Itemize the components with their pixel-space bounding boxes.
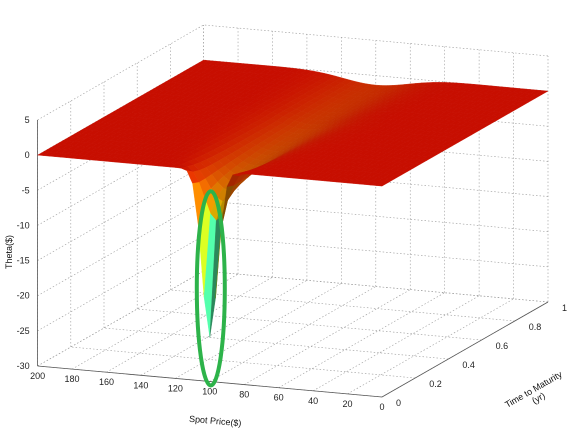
grid-line [37,235,204,332]
x-tick-label: 0 [379,402,384,412]
grid-line [103,327,449,360]
z-tick-label: -5 [22,185,30,195]
y-tick-label: 1 [562,303,567,313]
surface-patch [375,181,390,187]
x-tick-label: 120 [168,383,183,393]
y-axis-line [381,301,549,398]
z-tick-label: -20 [17,291,30,301]
x-axis-line [37,365,383,398]
highlight-ellipse [194,189,227,388]
grid-line [312,295,480,392]
x-axis-label: Spot Price($) [189,414,242,429]
grid-line [37,165,204,261]
tick-layer: 0 20 40 60 80 100 120 140 160 180 200 0 0.2 0.4 0.6 0.8… [17,115,567,412]
grid-line [203,270,549,303]
label-layer: Spot Price($) Theta($) Time to Maturity(yr… [4,235,569,429]
x-tick-label: 80 [239,390,249,400]
y-tick-label: 0.2 [429,379,442,389]
y-tick-label: 0.4 [462,360,475,370]
y-tick-label: 0.8 [529,322,542,332]
surface-layer [36,59,549,338]
z-tick-label: -30 [17,361,30,371]
x-tick-label: 200 [30,371,45,381]
grid-line [37,130,204,226]
y-tick-label: 0.6 [496,341,509,351]
grid-line [71,273,239,370]
grid-line [244,289,411,385]
z-tick-label: 5 [25,115,30,125]
grid-line [170,289,515,322]
x-tick-label: 40 [308,396,318,406]
grid-line [37,270,204,367]
grid-line [203,24,549,57]
z-tick-label: 0 [25,150,30,160]
x-tick-label: 20 [343,399,353,409]
grid-line [106,276,273,373]
x-tick-label: 140 [133,380,148,390]
grid-line [347,298,514,395]
z-tick-label: -25 [17,326,30,336]
x-tick-label: 180 [65,374,80,384]
y-tick-label: 0 [396,398,401,408]
z-axis-label: Theta($) [4,235,14,269]
grid-line [37,24,204,121]
grid-line [70,346,416,379]
grid-line [278,292,445,388]
annotation-layer [194,189,227,388]
z-tick-label: -10 [17,220,30,230]
x-tick-label: 60 [274,393,284,403]
x-tick-label: 160 [99,377,114,387]
x-tick-label: 100 [202,387,217,397]
grid-line [37,200,204,296]
grid-line [209,286,376,382]
z-tick-label: -15 [17,256,30,266]
y-axis-label: Time to Maturity(yr) [503,369,569,419]
grid-line [137,308,482,341]
